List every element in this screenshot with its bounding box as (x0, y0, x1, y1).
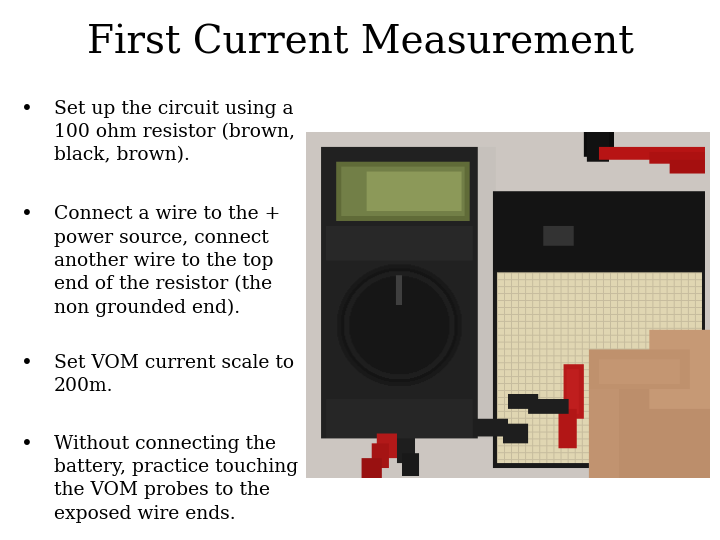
Text: First Current Measurement: First Current Measurement (86, 24, 634, 62)
Text: •: • (22, 205, 33, 224)
Text: Connect a wire to the +
power source, connect
another wire to the top
end of the: Connect a wire to the + power source, co… (54, 205, 280, 317)
Text: •: • (22, 100, 33, 119)
Text: •: • (22, 354, 33, 373)
Text: Set up the circuit using a
100 ohm resistor (brown,
black, brown).: Set up the circuit using a 100 ohm resis… (54, 100, 295, 165)
Text: •: • (22, 435, 33, 454)
Text: Without connecting the
battery, practice touching
the VOM probes to the
exposed : Without connecting the battery, practice… (54, 435, 298, 523)
Text: Set VOM current scale to
200m.: Set VOM current scale to 200m. (54, 354, 294, 395)
